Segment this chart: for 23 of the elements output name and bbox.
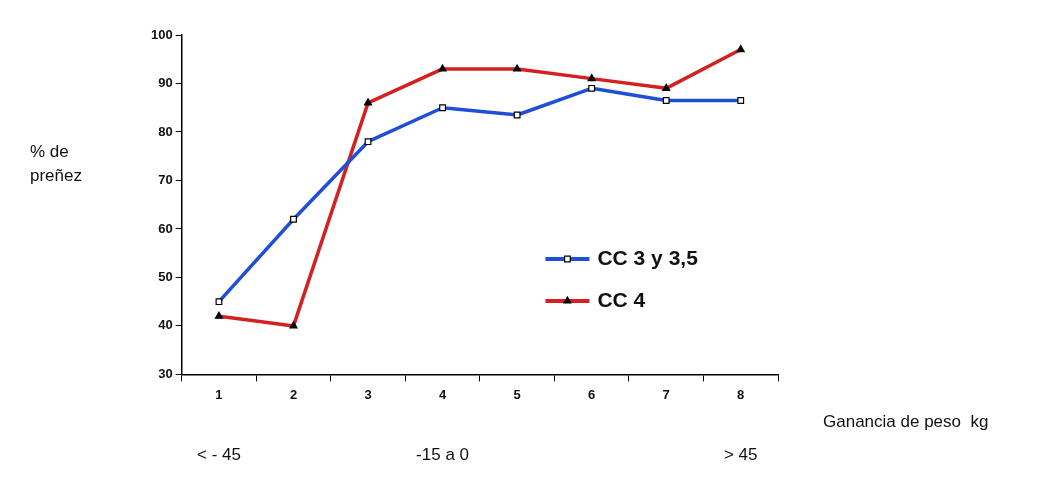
legend-label: CC 3 y 3,5 (597, 245, 699, 269)
y-tick-label: 70 (158, 172, 173, 188)
x-tick-label: 5 (513, 386, 521, 402)
x-tick-label: 8 (737, 386, 745, 402)
x-tick-label: 3 (364, 386, 372, 402)
y-tick-label: 80 (158, 123, 173, 139)
legend-label: CC 4 (597, 287, 646, 311)
x-tick-label: 6 (588, 386, 596, 402)
text: > 45 (723, 445, 758, 465)
x-axis-title: Ganancia de peso kg (823, 412, 989, 432)
y-tick-label: 90 (158, 75, 173, 91)
x-tick-label: 2 (289, 386, 298, 402)
x-tick-label: 4 (438, 386, 447, 402)
y-tick-label: 100 (150, 26, 173, 42)
x-tick-label: 7 (662, 386, 670, 402)
y-axis-title: % de preñez (30, 141, 82, 185)
x-tick-label: 1 (215, 386, 223, 402)
text: < - 45 (196, 445, 241, 465)
y-tick-label: 50 (158, 269, 173, 285)
y-tick-label: 30 (158, 365, 173, 381)
y-tick-label: 40 (158, 317, 173, 333)
y-tick-label: 60 (158, 220, 173, 236)
text: -15 a 0 (416, 445, 470, 465)
